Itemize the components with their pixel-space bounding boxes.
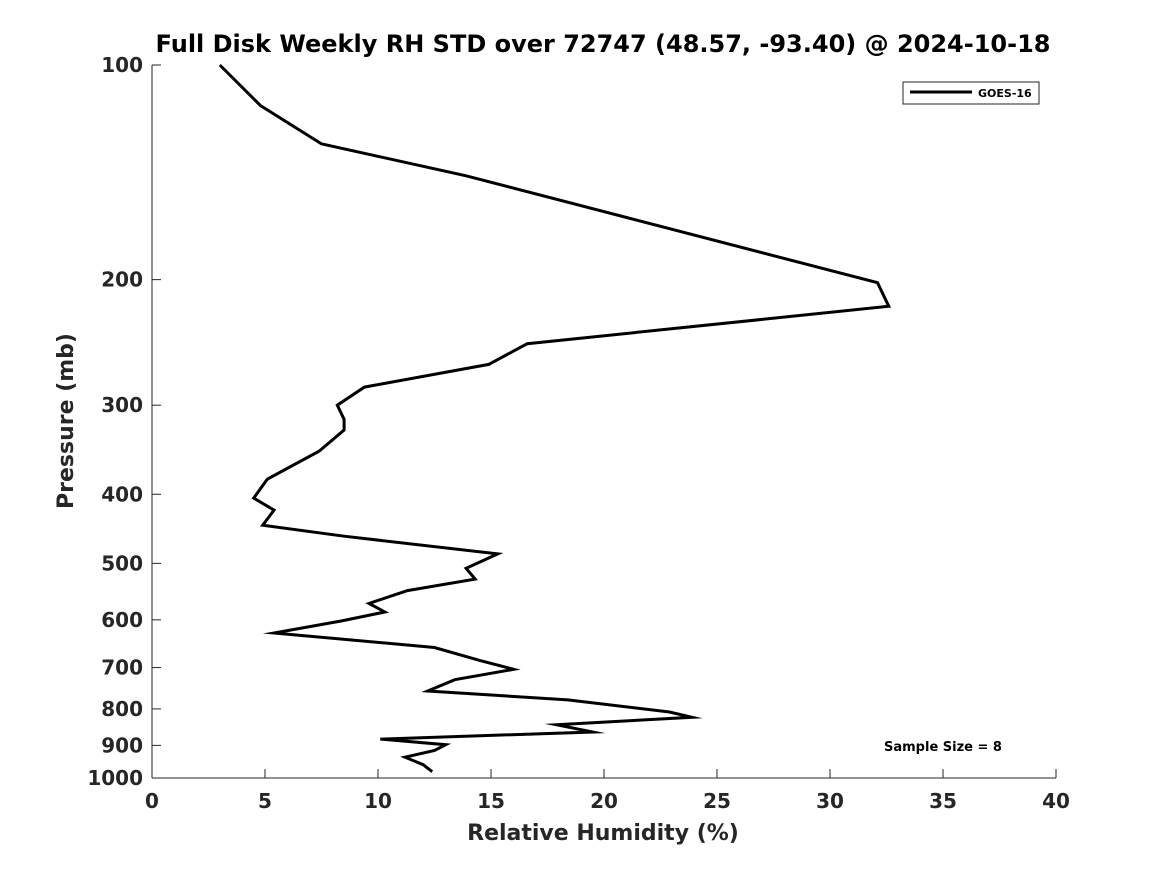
x-axis-label: Relative Humidity (%) xyxy=(467,821,739,846)
y-tick-label: 600 xyxy=(101,608,143,632)
x-tick-label: 35 xyxy=(929,789,957,813)
x-tick-label: 40 xyxy=(1042,789,1070,813)
y-tick-label: 1000 xyxy=(87,766,143,790)
y-tick-label: 200 xyxy=(101,268,143,292)
y-tick-label: 700 xyxy=(101,656,143,680)
y-axis-ticks: 100 200 300 400 500 600 700 800 900 1000 xyxy=(87,53,161,790)
series-group xyxy=(218,63,892,773)
y-tick-label: 300 xyxy=(101,393,143,417)
legend-label-goes-16: GOES-16 xyxy=(978,87,1032,100)
y-tick-label: 400 xyxy=(101,482,143,506)
x-tick-label: 0 xyxy=(145,789,159,813)
y-axis-label: Pressure (mb) xyxy=(54,333,79,509)
x-tick-label: 5 xyxy=(258,789,272,813)
x-axis-ticks: 0 5 10 15 20 25 30 35 40 xyxy=(145,769,1070,813)
series-line-goes-16 xyxy=(218,63,892,773)
y-tick-label: 800 xyxy=(101,697,143,721)
plot-area xyxy=(151,65,1056,779)
x-tick-label: 25 xyxy=(703,789,731,813)
x-tick-label: 20 xyxy=(590,789,618,813)
y-tick-label: 900 xyxy=(101,733,143,757)
x-tick-label: 15 xyxy=(477,789,505,813)
chart-title: Full Disk Weekly RH STD over 72747 (48.5… xyxy=(156,30,1051,58)
x-tick-label: 30 xyxy=(816,789,844,813)
y-tick-label: 500 xyxy=(101,551,143,575)
x-tick-label: 10 xyxy=(364,789,392,813)
y-tick-label: 100 xyxy=(101,53,143,77)
legend: GOES-16 xyxy=(902,81,1040,105)
sample-size-annotation: Sample Size = 8 xyxy=(884,740,1002,755)
